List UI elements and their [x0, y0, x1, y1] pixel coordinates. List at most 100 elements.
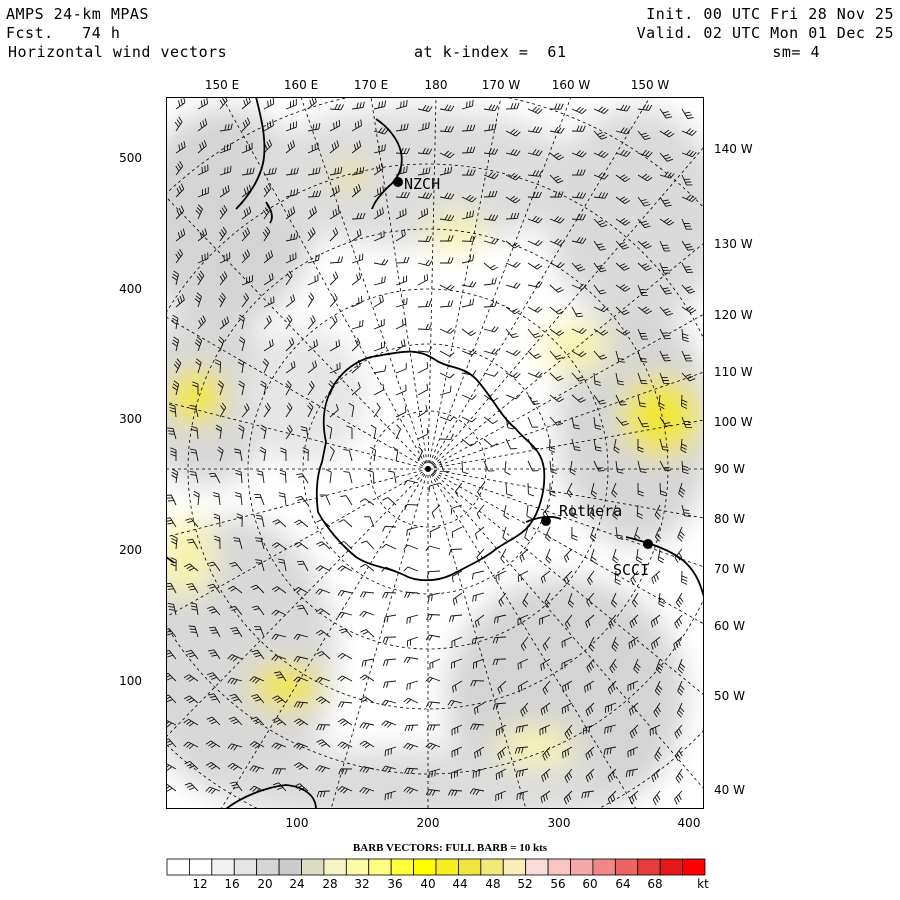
wind-barb	[440, 235, 454, 242]
wind-barb	[637, 482, 644, 497]
wind-barb	[659, 262, 671, 274]
wind-barb	[659, 129, 675, 138]
wind-barb	[184, 563, 199, 572]
wind-barb	[315, 629, 331, 638]
wind-barb	[260, 380, 267, 396]
wind-barb	[637, 149, 653, 158]
wind-barb	[439, 350, 455, 357]
wind-barb	[527, 350, 542, 359]
wind-barb	[571, 125, 586, 132]
wind-barb	[329, 166, 343, 176]
wind-barb	[681, 305, 697, 314]
wind-barb	[483, 214, 499, 221]
wind-barb	[615, 104, 631, 112]
wind-barb	[293, 587, 309, 594]
wind-barb	[628, 636, 639, 649]
wind-barb	[237, 358, 245, 374]
meridian	[370, 97, 429, 470]
wind-barb	[476, 504, 485, 520]
wind-barb	[540, 570, 551, 584]
wind-barb	[681, 108, 694, 119]
wind-barb	[549, 438, 556, 453]
wind-barb	[166, 427, 177, 440]
wind-barb	[505, 328, 519, 339]
wind-barb	[677, 658, 686, 674]
wind-barb	[492, 636, 507, 644]
wind-barb	[417, 192, 433, 199]
wind-barb	[563, 790, 573, 805]
wind-barb	[629, 614, 639, 629]
wind-barb	[497, 746, 507, 760]
wind-barb	[527, 394, 540, 405]
wind-barb	[285, 380, 292, 396]
wind-barb	[461, 394, 477, 400]
wind-barb	[213, 535, 221, 550]
lon-label-top: 150 E	[204, 78, 240, 92]
wind-barb	[316, 724, 331, 731]
wind-barb	[527, 262, 543, 270]
wind-barb	[615, 394, 627, 406]
barb-caption: BARB VECTORS: FULL BARB = 10 kts	[352, 842, 548, 854]
wind-barb	[293, 541, 309, 550]
wind-barb	[681, 284, 696, 294]
wind-barb	[195, 204, 203, 220]
wind-barb	[549, 328, 565, 336]
wind-barb	[293, 676, 309, 683]
wind-barb	[185, 649, 199, 660]
wind-barb	[505, 148, 521, 157]
wind-barb	[571, 213, 587, 221]
wind-barb	[571, 191, 587, 199]
wind-barb	[629, 724, 639, 739]
wind-barb	[175, 205, 185, 220]
wind-barb	[607, 790, 617, 805]
wind-barb	[271, 586, 287, 594]
meridian	[427, 419, 704, 470]
wind-barb	[263, 296, 275, 308]
wind-barb	[241, 292, 249, 308]
wind-barb	[417, 207, 429, 220]
meridian	[427, 313, 704, 470]
wind-barb	[451, 746, 463, 758]
wind-barb	[659, 171, 675, 179]
wind-barb	[613, 438, 620, 454]
wind-barb	[611, 482, 618, 498]
wind-barb	[219, 252, 231, 264]
wind-barb	[461, 349, 477, 356]
wind-barb	[219, 204, 228, 220]
wind-barb	[585, 768, 595, 783]
wind-barb	[615, 240, 630, 250]
lon-label-right: 70 W	[714, 562, 745, 576]
colorbar-swatch	[278, 858, 302, 876]
wind-barb	[505, 172, 521, 181]
wind-barb	[589, 526, 597, 542]
wind-barb	[517, 658, 529, 670]
wind-barb	[461, 460, 469, 475]
wind-barb	[373, 295, 384, 308]
wind-barb	[219, 185, 230, 198]
wind-barb	[519, 548, 529, 563]
wind-barb	[615, 416, 629, 426]
wind-barb	[316, 650, 331, 660]
wind-barb	[657, 548, 665, 564]
wind-barb	[285, 140, 296, 154]
wind-barb	[472, 768, 485, 779]
wind-barb	[527, 215, 543, 224]
wind-barb	[439, 385, 452, 396]
wind-barb	[279, 469, 287, 484]
lon-label-right: 140 W	[714, 142, 753, 156]
wind-barb	[251, 694, 265, 704]
wind-barb	[186, 538, 199, 550]
wind-barb	[516, 790, 529, 801]
wind-barb	[384, 790, 397, 801]
wind-barb	[217, 380, 224, 396]
wind-barb	[637, 173, 653, 182]
lon-label-top: 150 W	[630, 78, 670, 92]
latitude-circle	[166, 163, 704, 775]
wind-barb	[659, 240, 671, 252]
colorbar-label: 24	[289, 877, 305, 891]
wind-barb	[471, 636, 485, 645]
wind-barb	[337, 675, 353, 682]
wind-barb	[461, 235, 476, 242]
wind-barb	[517, 614, 529, 626]
wind-barb	[373, 276, 386, 286]
